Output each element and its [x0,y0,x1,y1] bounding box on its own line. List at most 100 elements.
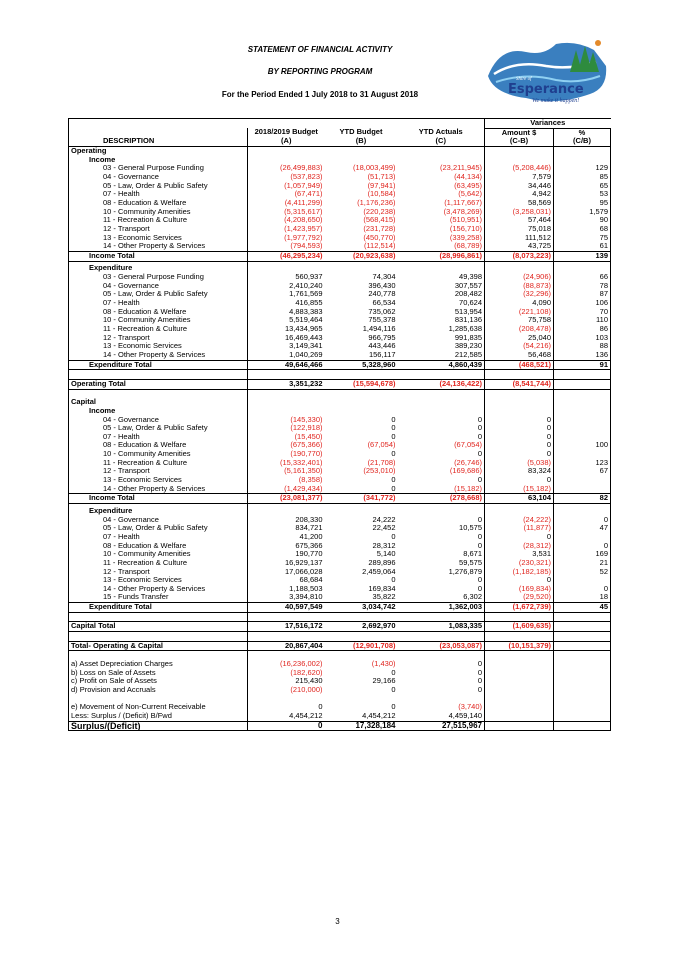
table-row: 15 - Funds Transfer 3,394,810 35,822 6,302(… [68,593,611,603]
ytd-actuals-cell: (26,746) [454,458,482,467]
variance-amount-cell: 0 [484,476,554,485]
budget-cell: (4,208,650) [247,216,325,225]
table-row: 14 - Other Property & Services (1,429,434… [68,484,611,494]
shire-logo: Shire of Esperance We make it happen! [488,40,607,104]
group-row: Income [68,155,611,165]
table-row: 10 - Community Amenities (190,770) 0 0 0 [68,450,611,459]
ytd-actuals-cell: 0 [477,541,482,550]
budget-cell [247,650,325,661]
variance-amount-cell: (24,222) [484,515,554,525]
table-row: 14 - Other Property & Services (794,593) (… [68,242,611,252]
budget-cell: (794,593) [247,242,325,252]
variance-amount-cell [484,720,554,732]
ytd-budget-cell: (51,713) [367,172,396,181]
logo-prefix: Shire of [516,77,532,82]
budget-cell: (1,057,949) [247,181,325,191]
ytd-budget-cell: 396,430 [368,281,396,290]
variance-amount-cell: 0 [484,532,554,542]
ytd-budget-cell: (341,772) [324,493,398,505]
variance-pct-cell [553,476,611,485]
ytd-actuals-cell: 389,230 [454,342,482,351]
variance-amount-cell: 0 [484,576,554,585]
row-label: Expenditure [68,261,248,273]
variance-amount-cell: (221,108) [484,307,554,317]
ytd-budget-cell: 5,328,960 [324,359,398,371]
ytd-budget-cell: 28,312 [372,541,396,550]
ytd-budget-cell: (1,176,236) [357,198,396,207]
ytd-actuals-cell: (67,054) [454,441,482,450]
table-row: 04 - Governance 2,410,240 396,430 307,557 (8… [68,281,611,291]
row-label [68,694,248,704]
ytd-budget-cell [325,389,398,398]
col-ytd-budget: YTD Budget [339,128,383,137]
ytd-actuals-cell: 10,575 [459,524,482,533]
table-row: e) Movement of Non-Current Receivable 0 0(… [68,703,611,712]
table-row: 08 - Education & Welfare 4,883,383 735,062… [68,307,611,317]
table-row: a) Asset Depreciation Charges (16,236,002… [68,660,611,669]
variance-amount-cell: (24,906) [484,273,554,282]
variance-amount-cell: (15,182) [484,484,554,494]
ytd-actuals-cell [398,632,485,642]
variance-amount-cell: (10,151,379) [484,640,554,652]
ytd-actuals-cell [398,695,485,704]
section-row: Operating [68,146,611,156]
row-label: 12 - Transport [68,333,248,343]
budget-cell [247,631,325,642]
variance-amount-cell: 0 [484,432,554,442]
ytd-budget-cell: 735,062 [368,307,396,316]
row-label: 10 - Community Amenities [68,207,248,217]
variance-pct-cell [553,146,611,156]
variance-pct-cell [553,389,611,399]
ytd-actuals-cell: 212,585 [454,350,482,359]
table-row: 08 - Education & Welfare 675,366 28,312 0 (2… [68,541,611,551]
budget-cell: 675,366 [247,541,325,551]
row-label: 04 - Governance [68,281,248,291]
variance-amount-cell: (1,609,635) [484,621,554,633]
variance-amount-cell: 83,324 [484,467,554,477]
row-label: 14 - Other Property & Services [68,350,248,361]
budget-cell: 13,434,965 [247,324,325,334]
variance-pct-cell: 87 [553,290,611,299]
row-label [68,612,248,622]
variance-amount-cell: (230,321) [484,558,554,568]
variance-pct-cell: 86 [553,324,611,334]
row-label: 13 - Economic Services [68,233,248,243]
row-label: Income [68,406,248,416]
row-label: Income [68,155,248,165]
ytd-budget-cell: 0 [391,532,396,541]
budget-cell [247,261,325,273]
row-label: 14 - Other Property & Services [68,484,248,494]
ytd-actuals-cell [398,156,485,165]
budget-cell: (210,000) [247,686,325,695]
ytd-actuals-cell: 991,835 [454,333,482,342]
variance-pct-cell [553,650,611,661]
row-label: 13 - Economic Services [68,576,248,585]
row-label: 07 - Health [68,432,248,442]
variance-amount-cell [484,631,554,642]
variance-amount-cell: (1,672,739) [484,602,554,613]
row-label: 07 - Health [68,532,248,542]
variance-pct-cell: 70 [553,307,611,317]
statement-subtitle: BY REPORTING PROGRAM [267,67,373,76]
row-label: 04 - Governance [68,515,248,525]
row-label: 12 - Transport [68,567,248,577]
ytd-budget-cell: 0 [391,450,396,459]
row-label [68,389,248,399]
variance-pct-cell: 0 [553,584,611,594]
variance-pct-cell: 21 [553,558,611,568]
table-row: 12 - Transport 16,469,443 966,795 991,835 25… [68,333,611,343]
budget-cell: 190,770 [247,550,325,559]
variance-amount-cell [484,612,554,622]
ytd-actuals-cell: 0 [477,668,482,677]
ytd-budget-cell: 66,534 [372,298,396,307]
ytd-budget-cell: 5,140 [376,550,396,559]
budget-cell: 17,516,172 [247,621,325,633]
table-row: 11 - Recreation & Culture (15,332,401) (21… [68,458,611,468]
table-row: 05 - Law, Order & Public Safety 1,761,569… [68,290,611,299]
variance-amount-cell [484,677,554,687]
ytd-actuals-cell: 307,557 [454,281,482,290]
variance-amount-cell: 7,579 [484,172,554,182]
row-label: Income Total [68,250,248,262]
variance-pct-cell: 103 [553,333,611,343]
variance-pct-cell [553,406,611,416]
